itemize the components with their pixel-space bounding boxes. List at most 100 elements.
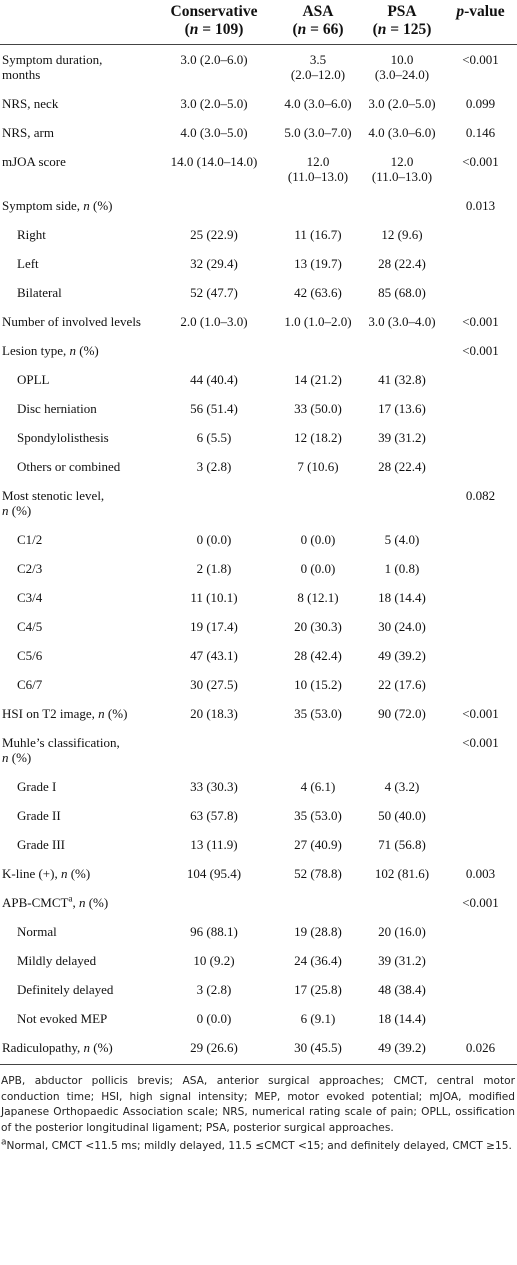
cell-text: <0.001: [462, 154, 499, 169]
cell: 0.026: [444, 1033, 517, 1065]
table-row: Grade II 63 (57.8) 35 (53.0) 50 (40.0): [0, 801, 517, 830]
row-label-text: Mildly delayed: [17, 953, 97, 968]
cell-text: <0.001: [462, 52, 499, 67]
cell-text: 25 (22.9): [190, 227, 238, 242]
row-label-text: months: [2, 67, 41, 82]
cell-text: 52 (78.8): [294, 866, 342, 881]
cell: 96 (88.1): [152, 917, 276, 946]
column-n: (n = 125): [372, 21, 432, 38]
cell: 44 (40.4): [152, 365, 276, 394]
cell-text: 2 (1.8): [196, 561, 232, 576]
cell-text: 33 (30.3): [190, 779, 238, 794]
cell: 3.0 (2.0–6.0): [152, 45, 276, 90]
table-row: C5/6 47 (43.1) 28 (42.4) 49 (39.2): [0, 641, 517, 670]
cell: 11 (10.1): [152, 583, 276, 612]
cell: [152, 191, 276, 220]
row-label-text: C6/7: [17, 677, 43, 692]
row-label: HSI on T2 image, n (%): [0, 699, 152, 728]
cell-text: 11 (16.7): [294, 227, 342, 242]
footnote: aNormal, CMCT <11.5 ms; mildly delayed, …: [1, 1138, 515, 1155]
cell-text: 42 (63.6): [294, 285, 342, 300]
row-label: Most stenotic level, n (%): [0, 481, 152, 525]
cell: [444, 220, 517, 249]
cell: [444, 525, 517, 554]
cell-text: 63 (57.8): [190, 808, 238, 823]
table-row: Grade III 13 (11.9) 27 (40.9) 71 (56.8): [0, 830, 517, 859]
row-label: mJOA score: [0, 147, 152, 191]
cell: [444, 365, 517, 394]
cell: 3.5 (2.0–12.0): [276, 45, 360, 90]
table-row: Left 32 (29.4) 13 (19.7) 28 (22.4): [0, 249, 517, 278]
cell: 2 (1.8): [152, 554, 276, 583]
cell-text: 41 (32.8): [378, 372, 426, 387]
cell: 42 (63.6): [276, 278, 360, 307]
cell: 50 (40.0): [360, 801, 444, 830]
row-label-text: Bilateral: [17, 285, 62, 300]
row-label: Disc herniation: [0, 394, 152, 423]
cell-text: 10.0: [390, 52, 414, 67]
cell: 0.003: [444, 859, 517, 888]
row-label: OPLL: [0, 365, 152, 394]
table-row: APB-CMCTa, n (%) <0.001: [0, 888, 517, 917]
cell: 49 (39.2): [360, 641, 444, 670]
cell: <0.001: [444, 307, 517, 336]
cell: 20 (30.3): [276, 612, 360, 641]
table-row: C2/3 2 (1.8) 0 (0.0) 1 (0.8): [0, 554, 517, 583]
cell-text: 0.082: [465, 488, 496, 503]
row-label-text: Symptom side, n (%): [2, 198, 113, 213]
cell: 52 (78.8): [276, 859, 360, 888]
cell-text: 3.5: [309, 52, 327, 67]
cell: 49 (39.2): [360, 1033, 444, 1065]
table-row: Not evoked MEP 0 (0.0) 6 (9.1) 18 (14.4): [0, 1004, 517, 1033]
table-row: Disc herniation 56 (51.4) 33 (50.0) 17 (13.…: [0, 394, 517, 423]
cell-text: 4.0 (3.0–5.0): [180, 125, 248, 140]
cell-text: 24 (36.4): [294, 953, 342, 968]
row-label: Lesion type, n (%): [0, 336, 152, 365]
cell-text: 0.099: [465, 96, 496, 111]
footnotes: APB, abductor pollicis brevis; ASA, ante…: [0, 1065, 517, 1155]
table-row: Bilateral 52 (47.7) 42 (63.6) 85 (68.0): [0, 278, 517, 307]
cell-text: 0 (0.0): [300, 561, 336, 576]
row-label: Right: [0, 220, 152, 249]
row-label-text: Right: [17, 227, 46, 242]
cell-text: 30 (27.5): [190, 677, 238, 692]
cell-text: 2.0 (1.0–3.0): [180, 314, 248, 329]
cell-text: <0.001: [462, 314, 499, 329]
cell: [444, 1004, 517, 1033]
data-table: Conservative (n = 109) ASA (n = 66) PSA (n = …: [0, 0, 517, 1065]
cell-text: 5 (4.0): [384, 532, 420, 547]
cell-text: 20 (18.3): [190, 706, 238, 721]
cell: 33 (50.0): [276, 394, 360, 423]
column-name: PSA: [387, 3, 417, 20]
cell-text: 12 (9.6): [381, 227, 423, 242]
cell: [360, 191, 444, 220]
row-label-text: OPLL: [17, 372, 50, 387]
cell-text: 28 (22.4): [378, 256, 426, 271]
cell: 104 (95.4): [152, 859, 276, 888]
cell-text: 12.0: [390, 154, 414, 169]
cell: 3 (2.8): [152, 975, 276, 1004]
table-row: Others or combined 3 (2.8) 7 (10.6) 28 (22.…: [0, 452, 517, 481]
column-name: p-value: [456, 3, 505, 20]
row-label-text: NRS, neck: [2, 96, 59, 111]
cell: 4 (6.1): [276, 772, 360, 801]
cell-text: 3.0 (3.0–4.0): [368, 314, 436, 329]
cell: 3 (2.8): [152, 452, 276, 481]
footnote: APB, abductor pollicis brevis; ASA, ante…: [1, 1074, 515, 1136]
row-label: C4/5: [0, 612, 152, 641]
cell: 39 (31.2): [360, 423, 444, 452]
cell-text: 18 (14.4): [378, 590, 426, 605]
row-label-text: Spondylolisthesis: [17, 430, 109, 445]
cell: <0.001: [444, 888, 517, 917]
row-label-text: C3/4: [17, 590, 43, 605]
cell: 17 (13.6): [360, 394, 444, 423]
cell: [152, 481, 276, 525]
cell-text: 14.0 (14.0–14.0): [170, 154, 258, 169]
cell: 22 (17.6): [360, 670, 444, 699]
table-row: Spondylolisthesis 6 (5.5) 12 (18.2) 39 (31.…: [0, 423, 517, 452]
cell: 32 (29.4): [152, 249, 276, 278]
cell: 0 (0.0): [276, 554, 360, 583]
cell-text: 48 (38.4): [378, 982, 426, 997]
cell: 25 (22.9): [152, 220, 276, 249]
cell: 29 (26.6): [152, 1033, 276, 1065]
